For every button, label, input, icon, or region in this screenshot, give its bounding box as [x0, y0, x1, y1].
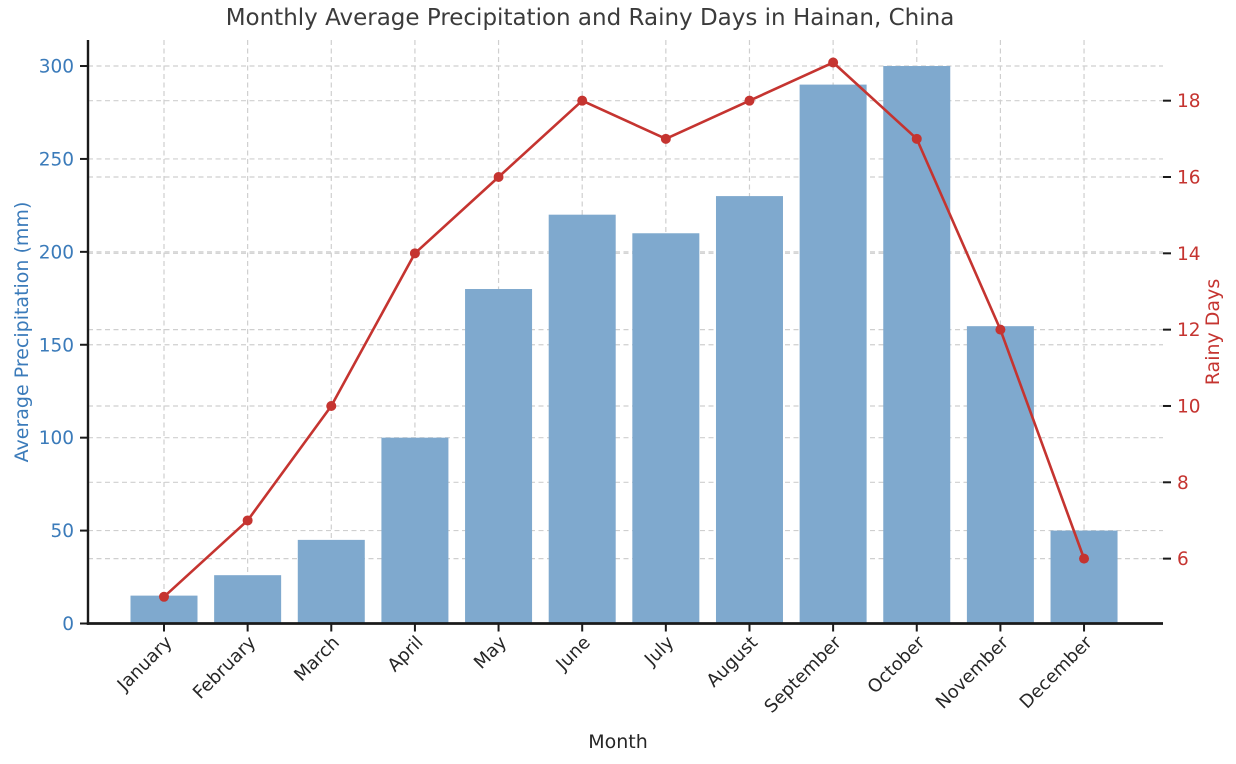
left-tick-label: 300 [39, 57, 74, 78]
left-tick-label: 200 [39, 242, 74, 263]
x-tick-label: June [551, 632, 594, 675]
rainy-days-point-february [242, 515, 253, 526]
right-tick-label: 18 [1177, 91, 1201, 112]
rainy-days-point-june [577, 95, 588, 106]
left-tick-label: 0 [62, 614, 74, 635]
bar-august [715, 196, 783, 624]
rainy-days-point-november [995, 324, 1006, 335]
x-tick-label: February [189, 632, 260, 703]
bar-december [1050, 530, 1118, 624]
x-tick-label: March [290, 632, 344, 686]
bar-april [381, 437, 449, 624]
right-tick-label: 12 [1177, 320, 1201, 341]
rainy-days-point-may [493, 172, 504, 183]
bar-june [548, 214, 616, 624]
x-tick-label: July [640, 632, 679, 671]
bar-march [297, 539, 365, 624]
left-tick-label: 100 [39, 428, 74, 449]
bar-october [883, 66, 951, 624]
bar-july [632, 233, 700, 624]
bar-september [799, 84, 867, 624]
right-tick-label: 14 [1177, 244, 1201, 265]
rainy-days-point-january [159, 591, 169, 602]
x-tick-label: April [384, 632, 428, 676]
x-axis-label: Month [588, 731, 648, 753]
chart-title: Monthly Average Precipitation and Rainy … [225, 5, 955, 31]
right-tick-label: 10 [1177, 396, 1201, 417]
x-tick-label: May [470, 632, 511, 673]
rainy-days-point-april [409, 248, 420, 259]
right-tick-label: 6 [1177, 549, 1189, 570]
rainy-days-point-march [326, 400, 337, 411]
x-tick-label: August [703, 632, 762, 691]
rainy-days-point-september [828, 57, 839, 68]
rainy-days-point-december [1079, 553, 1090, 564]
rainy-days-point-august [744, 95, 755, 106]
rainy-days-line [163, 61, 1086, 598]
rainy-days-point-july [660, 133, 671, 144]
x-tick-label: November [932, 632, 1013, 713]
x-tick-label: September [760, 632, 846, 718]
left-tick-label: 150 [39, 335, 74, 356]
right-tick-label: 8 [1177, 473, 1189, 494]
right-tick-label: 16 [1177, 168, 1201, 189]
rainy-days-point-october [911, 133, 922, 144]
x-tick-label: December [1016, 632, 1097, 713]
bar-february [214, 575, 282, 624]
bar-november [966, 326, 1034, 624]
left-tick-label: 250 [39, 149, 74, 170]
left-tick-label: 50 [50, 521, 74, 542]
bar-may [465, 289, 533, 624]
x-tick-label: January [113, 632, 177, 696]
x-tick-label: October [864, 632, 930, 698]
